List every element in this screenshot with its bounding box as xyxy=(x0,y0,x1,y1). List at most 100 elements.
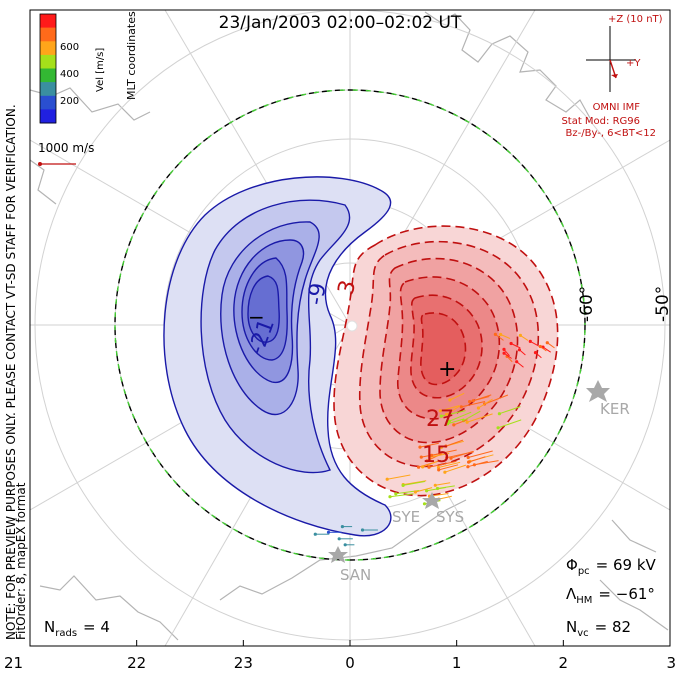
colorbar-block xyxy=(40,95,56,110)
velocity-vector xyxy=(437,485,455,489)
velocity-vector-origin xyxy=(448,398,452,402)
fit-info: FitOrder: 8, mapEX format xyxy=(14,482,28,640)
velocity-vector xyxy=(422,460,438,468)
velocity-vector xyxy=(463,410,481,422)
svg-text:Nrads= 4: Nrads = 4 xyxy=(44,618,110,639)
velocity-vector xyxy=(497,419,522,429)
colorbar-block xyxy=(40,68,56,83)
velocity-vector xyxy=(440,405,460,412)
stat-lambda-hm: ΛHM = −61° xyxy=(566,585,655,606)
velocity-vector xyxy=(495,333,504,341)
velocity-vector-origin xyxy=(545,341,549,345)
velocity-vector-origin xyxy=(496,426,500,430)
velocity-vector-origin xyxy=(439,414,443,418)
colorbar-block xyxy=(40,27,56,42)
contour-label-27: 27 xyxy=(426,407,454,432)
velocity-vector xyxy=(444,464,467,473)
mlt-tick-label: 3 xyxy=(666,654,676,672)
velocity-vector-origin xyxy=(515,360,519,364)
velocity-vector-origin xyxy=(466,465,470,469)
velocity-vector xyxy=(510,343,521,349)
velocity-vector-origin xyxy=(418,445,422,449)
station-sye-label: SYE xyxy=(392,508,420,526)
contour-label-neg9: -9 xyxy=(303,281,331,307)
stat-n-vc: Nvc = 82 xyxy=(566,618,631,639)
preview-note: NOTE: FOR PREVIEW PURPOSES ONLY. PLEASE … xyxy=(4,104,18,640)
velocity-colorbar xyxy=(39,13,57,124)
velocity-vector-origin xyxy=(401,483,405,487)
velocity-vector-origin xyxy=(337,537,341,541)
velocity-vector xyxy=(415,487,433,493)
velocity-vector xyxy=(499,406,521,415)
imf-stat-model: Stat Mod: RG96 xyxy=(561,116,640,127)
velocity-vector-origin xyxy=(427,465,431,469)
velocity-vector-origin xyxy=(419,455,423,459)
velocity-vector-origin xyxy=(343,543,347,547)
station-ker-marker xyxy=(586,380,610,402)
velocity-vector-origin xyxy=(445,456,449,460)
colorbar-tick-400: 400 xyxy=(60,69,79,80)
velocity-vector xyxy=(449,392,465,401)
imf-z-label: +Z (10 nT) xyxy=(608,14,663,25)
velocity-vector-origin xyxy=(472,463,476,467)
velocity-vector-origin xyxy=(447,419,451,423)
velocity-vector-origin xyxy=(425,459,429,463)
imf-condition: Bz-/By-, 6<BT<12 xyxy=(566,128,656,139)
velocity-vector xyxy=(500,334,511,339)
velocity-vector xyxy=(431,449,457,456)
velocity-vector xyxy=(449,411,472,422)
velocity-vector-origin xyxy=(509,341,513,346)
velocity-vector-origin xyxy=(444,412,449,416)
velocity-vector-origin xyxy=(449,456,453,460)
velocity-vector xyxy=(447,418,465,425)
negative-cell xyxy=(163,176,392,537)
velocity-vector-origin xyxy=(445,422,450,426)
svg-text:ΛHM= −61°: ΛHM = −61° xyxy=(566,585,655,606)
velocity-vector xyxy=(438,461,461,468)
velocity-vector-origin xyxy=(422,502,427,506)
velocity-vector-origin xyxy=(340,525,344,529)
velocity-vector xyxy=(419,442,439,448)
colorbar-outline xyxy=(39,13,57,124)
velocity-vector-origin xyxy=(394,492,398,496)
velocity-vector-origin xyxy=(517,348,522,352)
velocity-vector-origin xyxy=(497,412,501,416)
potential-min-marker: − xyxy=(248,305,265,329)
colorbar-block xyxy=(40,82,56,97)
velocity-vector-origin xyxy=(459,405,463,409)
velocity-vectors xyxy=(313,332,555,547)
colorbar-label: Vel [m/s] xyxy=(95,48,106,92)
station-ker-label: KER xyxy=(600,400,630,418)
colorbar-block xyxy=(40,14,56,29)
velocity-vector-origin xyxy=(467,460,471,464)
velocity-vector xyxy=(428,460,457,468)
velocity-vector xyxy=(474,460,499,466)
velocity-vector-origin xyxy=(425,489,429,493)
velocity-vector-origin xyxy=(465,420,469,424)
station-sys-marker xyxy=(422,492,442,509)
velocity-vector-origin xyxy=(466,455,470,460)
velocity-vector-origin xyxy=(438,409,442,413)
velocity-vector xyxy=(403,480,427,486)
velocity-vector-origin xyxy=(388,495,392,499)
velocity-vector-origin xyxy=(413,490,417,494)
colorbar-tick-200: 200 xyxy=(60,96,79,107)
velocity-vector xyxy=(438,464,459,471)
velocity-vector xyxy=(387,474,411,480)
plot-title: 23/Jan/2003 02:00–02:02 UT xyxy=(219,13,462,33)
lat-label-60: -60° xyxy=(577,286,597,322)
velocity-vector xyxy=(468,456,486,463)
contour-label-15: 15 xyxy=(422,443,450,468)
imf-source: OMNI IMF xyxy=(593,102,641,113)
contour-label-3: 3 xyxy=(334,278,362,298)
mlt-tick-label: 23 xyxy=(234,654,253,672)
station-san-marker xyxy=(328,546,348,563)
velocity-vector-origin xyxy=(360,528,365,532)
lat-label-50: -50° xyxy=(653,286,673,322)
mlt-tick-label: 21 xyxy=(4,654,23,672)
velocity-vector-origin xyxy=(528,339,532,343)
velocity-vector-origin xyxy=(468,400,472,404)
velocity-vector xyxy=(461,401,486,408)
velocity-vector-origin xyxy=(444,444,448,448)
